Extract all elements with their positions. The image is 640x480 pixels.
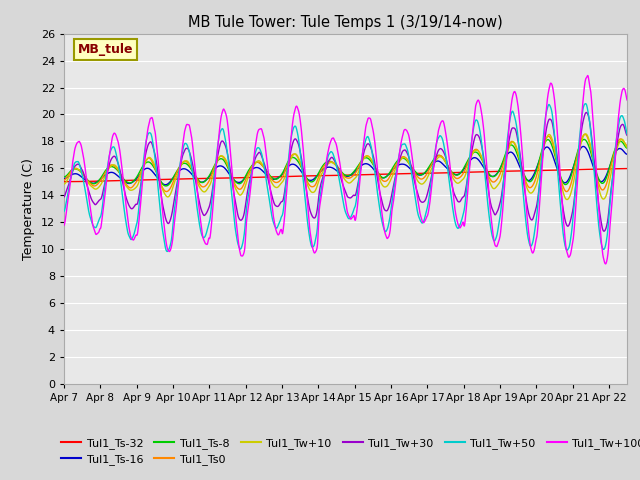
Tul1_Tw+50: [158, 221, 166, 227]
Tul1_Ts-16: [623, 151, 631, 157]
Tul1_Tw+50: [301, 191, 308, 197]
Tul1_Ts-16: [552, 162, 559, 168]
Tul1_Tw+10: [301, 172, 308, 178]
Tul1_Tw+30: [582, 109, 590, 115]
Tul1_Ts-16: [161, 182, 169, 188]
Tul1_Ts-32: [158, 177, 166, 182]
Tul1_Tw+30: [158, 195, 166, 201]
Tul1_Tw+30: [301, 174, 308, 180]
Tul1_Ts-16: [124, 180, 132, 186]
Tul1_Ts-16: [579, 144, 587, 149]
Tul1_Ts0: [563, 189, 570, 194]
Tul1_Ts-16: [612, 148, 620, 154]
Tul1_Tw+50: [163, 249, 171, 254]
Tul1_Ts-8: [60, 174, 68, 180]
Tul1_Tw+30: [600, 228, 608, 234]
Tul1_Ts-8: [124, 180, 132, 185]
Line: Tul1_Ts-16: Tul1_Ts-16: [64, 146, 627, 185]
Tul1_Tw+10: [623, 144, 631, 150]
Tul1_Ts-8: [162, 183, 170, 189]
Tul1_Ts-8: [276, 173, 284, 179]
Tul1_Ts-16: [276, 173, 284, 179]
Tul1_Ts-8: [580, 136, 588, 142]
Tul1_Ts-32: [276, 174, 284, 180]
Tul1_Ts-8: [623, 145, 631, 151]
Tul1_Tw+30: [276, 201, 284, 206]
Tul1_Ts0: [581, 132, 589, 137]
Tul1_Tw+10: [582, 131, 589, 137]
Tul1_Tw+100: [124, 220, 132, 226]
Tul1_Ts0: [158, 183, 166, 189]
Line: Tul1_Tw+100: Tul1_Tw+100: [64, 75, 627, 264]
Y-axis label: Temperature (C): Temperature (C): [22, 158, 35, 260]
Tul1_Ts-8: [301, 172, 308, 178]
Tul1_Tw+10: [552, 150, 559, 156]
Tul1_Ts0: [276, 178, 284, 183]
Tul1_Ts-32: [552, 168, 559, 173]
Tul1_Tw+100: [276, 228, 284, 234]
Tul1_Ts-32: [60, 179, 68, 184]
Tul1_Tw+100: [301, 161, 308, 167]
Tul1_Tw+50: [623, 131, 631, 137]
Tul1_Tw+30: [124, 201, 132, 206]
Tul1_Tw+30: [552, 141, 559, 146]
Tul1_Tw+30: [623, 132, 631, 138]
Tul1_Tw+50: [124, 231, 132, 237]
Tul1_Tw+10: [158, 184, 166, 190]
Line: Tul1_Tw+10: Tul1_Tw+10: [64, 134, 627, 200]
Tul1_Ts-8: [552, 156, 559, 161]
Tul1_Ts-16: [158, 180, 166, 186]
Tul1_Tw+100: [552, 107, 559, 112]
Tul1_Tw+30: [60, 194, 68, 200]
Tul1_Ts-32: [124, 178, 132, 183]
Line: Tul1_Ts0: Tul1_Ts0: [64, 134, 627, 192]
Tul1_Tw+30: [612, 144, 620, 150]
Legend: Tul1_Ts-32, Tul1_Ts-16, Tul1_Ts-8, Tul1_Ts0, Tul1_Tw+10, Tul1_Tw+30, Tul1_Tw+50,: Tul1_Ts-32, Tul1_Ts-16, Tul1_Ts-8, Tul1_…: [57, 433, 640, 469]
Tul1_Ts-16: [301, 173, 308, 179]
Tul1_Ts-16: [60, 176, 68, 181]
Tul1_Ts0: [60, 178, 68, 183]
Tul1_Tw+50: [612, 135, 620, 141]
Tul1_Tw+50: [276, 218, 284, 224]
Tul1_Ts0: [623, 143, 631, 148]
Tul1_Tw+100: [158, 199, 166, 204]
Line: Tul1_Ts-8: Tul1_Ts-8: [64, 139, 627, 186]
Text: MB_tule: MB_tule: [78, 43, 134, 56]
Tul1_Ts-32: [301, 173, 308, 179]
Line: Tul1_Tw+50: Tul1_Tw+50: [64, 104, 627, 252]
Tul1_Ts-32: [612, 166, 620, 171]
Tul1_Ts0: [124, 184, 132, 190]
Tul1_Tw+10: [276, 182, 284, 188]
Tul1_Tw+10: [60, 181, 68, 187]
Tul1_Ts-8: [612, 143, 620, 149]
Tul1_Tw+10: [124, 186, 132, 192]
Tul1_Tw+100: [584, 72, 591, 78]
Tul1_Tw+100: [612, 138, 620, 144]
Line: Tul1_Ts-32: Tul1_Ts-32: [64, 168, 627, 181]
Tul1_Tw+100: [602, 261, 609, 267]
Tul1_Tw+50: [60, 208, 68, 214]
Tul1_Tw+10: [612, 147, 620, 153]
Tul1_Ts0: [552, 152, 559, 158]
Tul1_Tw+100: [623, 97, 631, 103]
Tul1_Ts0: [612, 142, 620, 148]
Tul1_Tw+100: [60, 222, 68, 228]
Tul1_Tw+50: [552, 143, 559, 149]
Tul1_Ts-32: [623, 166, 631, 171]
Line: Tul1_Tw+30: Tul1_Tw+30: [64, 112, 627, 231]
Tul1_Tw+50: [582, 101, 589, 107]
Tul1_Ts-8: [158, 180, 166, 186]
Tul1_Ts0: [301, 171, 308, 177]
Tul1_Tw+10: [563, 197, 571, 203]
Title: MB Tule Tower: Tule Temps 1 (3/19/14-now): MB Tule Tower: Tule Temps 1 (3/19/14-now…: [188, 15, 503, 30]
